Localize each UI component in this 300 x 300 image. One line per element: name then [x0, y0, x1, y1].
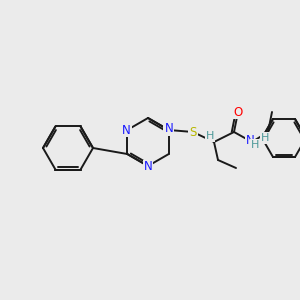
Text: N: N	[164, 122, 173, 136]
Text: N: N	[122, 124, 130, 136]
Text: H: H	[261, 133, 269, 143]
Text: N: N	[246, 134, 254, 148]
Text: H: H	[251, 140, 259, 150]
Text: O: O	[233, 106, 243, 118]
Text: H: H	[206, 131, 214, 141]
Text: S: S	[189, 125, 197, 139]
Text: N: N	[144, 160, 152, 173]
